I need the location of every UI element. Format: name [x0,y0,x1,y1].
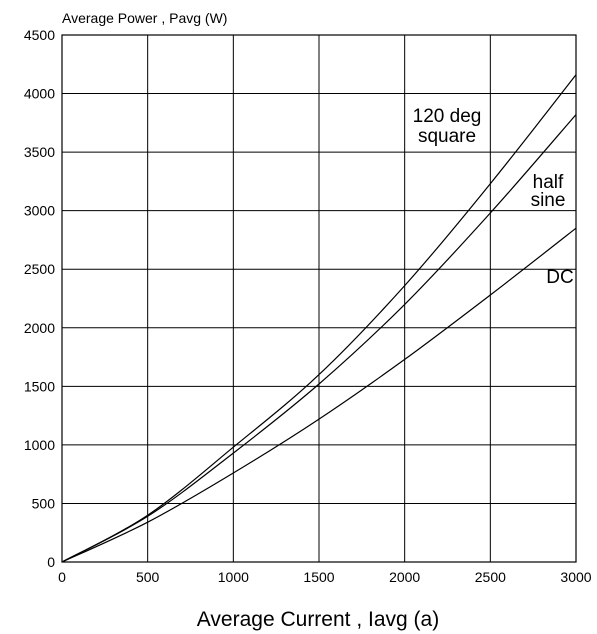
series-line-half-sine [61,114,577,563]
series-label-line: DC [546,267,573,288]
x-axis-title: Average Current , Iavg (a) [197,608,439,631]
series-lines [61,74,577,563]
x-tick-label: 2500 [475,569,506,585]
y-tick-label: 2500 [24,261,55,277]
y-tick-label: 2000 [24,320,55,336]
x-tick-label: 1000 [218,569,249,585]
x-tick-label: 0 [58,569,66,585]
x-tick-label: 2000 [389,569,420,585]
y-tick-label: 1500 [24,378,55,394]
series-line-120-deg-square [61,74,577,563]
y-axis-ticks: 0 500 1000 1500 2000 2500 3000 3500 4000 4500 [24,27,55,570]
series-label-dc: DC [546,267,573,288]
series-label-line: 120 deg [413,106,482,127]
y-tick-label: 4000 [24,86,55,102]
series-label-line: square [418,126,476,147]
series-label-line: sine [531,190,566,211]
x-axis-ticks: 0 500 1000 1500 2000 2500 3000 [58,569,592,585]
series-label-half-sine: half sine [531,172,566,211]
y-tick-label: 1000 [24,437,55,453]
y-tick-label: 0 [47,554,55,570]
series-line-dc [61,227,577,563]
x-tick-label: 1500 [303,569,334,585]
plot-area-border [61,34,577,563]
x-tick-label: 500 [136,569,160,585]
x-tick-label: 3000 [560,569,591,585]
y-tick-label: 500 [32,495,56,511]
series-labels: 120 deg square half sine DC [413,106,574,288]
series-label-120-deg-square: 120 deg square [413,106,482,147]
plot-frame [61,34,577,563]
y-tick-label: 4500 [24,27,55,43]
grid-lines [61,34,577,563]
y-tick-label: 3500 [24,144,55,160]
y-tick-label: 3000 [24,203,55,219]
y-axis-title: Average Power , Pavg (W) [62,10,227,26]
series-label-line: half [533,172,564,193]
